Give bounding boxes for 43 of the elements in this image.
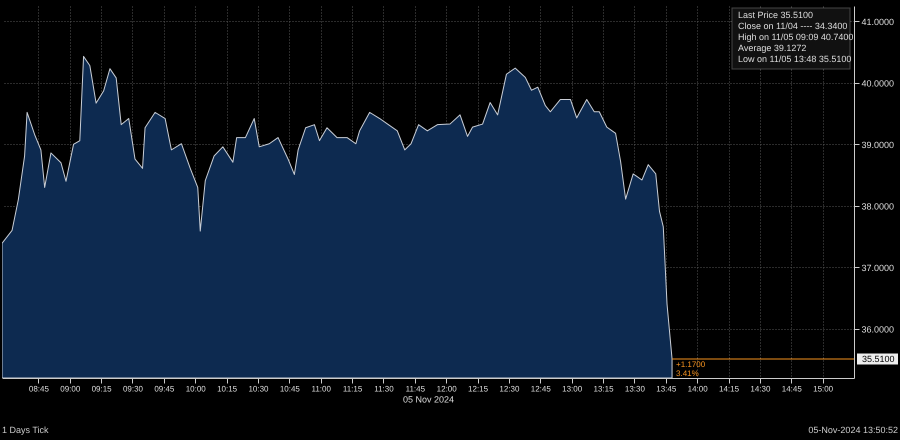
annotation: Average 39.1272	[738, 43, 806, 53]
x-tick-label: 12:45	[530, 384, 552, 394]
x-tick-label: 14:15	[719, 384, 740, 394]
y-tick-label: 40.0000	[862, 78, 894, 88]
y-tick-label: 38.0000	[862, 201, 894, 212]
x-tick-label: 13:45	[656, 384, 677, 394]
x-tick-label: 13:00	[562, 384, 583, 394]
x-tick-label: 08:45	[28, 384, 50, 394]
x-tick-label: 11:45	[406, 384, 426, 394]
x-tick-label: 14:00	[688, 384, 708, 394]
x-tick-label: 12:00	[436, 384, 458, 394]
text: 1 Days Tick	[2, 425, 50, 435]
annotation: +1.1700	[676, 360, 706, 369]
x-tick-label: 14:45	[782, 384, 802, 394]
annotation: 3.41%	[676, 368, 699, 378]
annotation: Close on 11/04 ---- 34.3400	[738, 21, 848, 31]
y-tick-label: 36.0000	[862, 324, 894, 334]
x-tick-label: 10:00	[186, 384, 206, 394]
x-tick-label: 12:15	[468, 384, 489, 394]
text: 05-Nov-2024 13:50:52	[808, 425, 898, 435]
x-tick-label: 13:30	[624, 384, 646, 394]
x-tick-label: 09:00	[60, 384, 81, 394]
x-tick-label: 14:30	[750, 384, 771, 394]
x-tick-label: 11:30	[374, 384, 394, 394]
annotation: Last Price 35.5100	[738, 10, 814, 20]
x-tick-label: 10:30	[248, 384, 270, 394]
annotation: High on 11/05 09:09 40.7400	[738, 32, 854, 42]
x-tick-label: 10:45	[280, 384, 300, 394]
ref-line-label: 35.5100	[862, 354, 895, 364]
x-tick-label: 09:15	[92, 384, 112, 394]
annotation: Low on 11/05 13:48 35.5100	[738, 54, 852, 64]
y-tick-label: 39.0000	[862, 140, 894, 150]
x-tick-label: 13:15	[594, 384, 614, 394]
x-tick-label: 09:30	[122, 384, 144, 394]
x-tick-label: 10:15	[217, 384, 238, 394]
x-tick-label: 12:30	[499, 384, 520, 394]
y-tick-label: 37.0000	[862, 262, 894, 273]
x-tick-label: 11:00	[311, 384, 332, 394]
y-tick-label: 41.0000	[862, 16, 894, 27]
x-tick-label: 15:00	[813, 384, 834, 394]
x-tick-label: 09:45	[154, 384, 175, 394]
x-axis-title: 05 Nov 2024	[402, 394, 454, 404]
x-tick-label: 11:15	[342, 384, 363, 394]
